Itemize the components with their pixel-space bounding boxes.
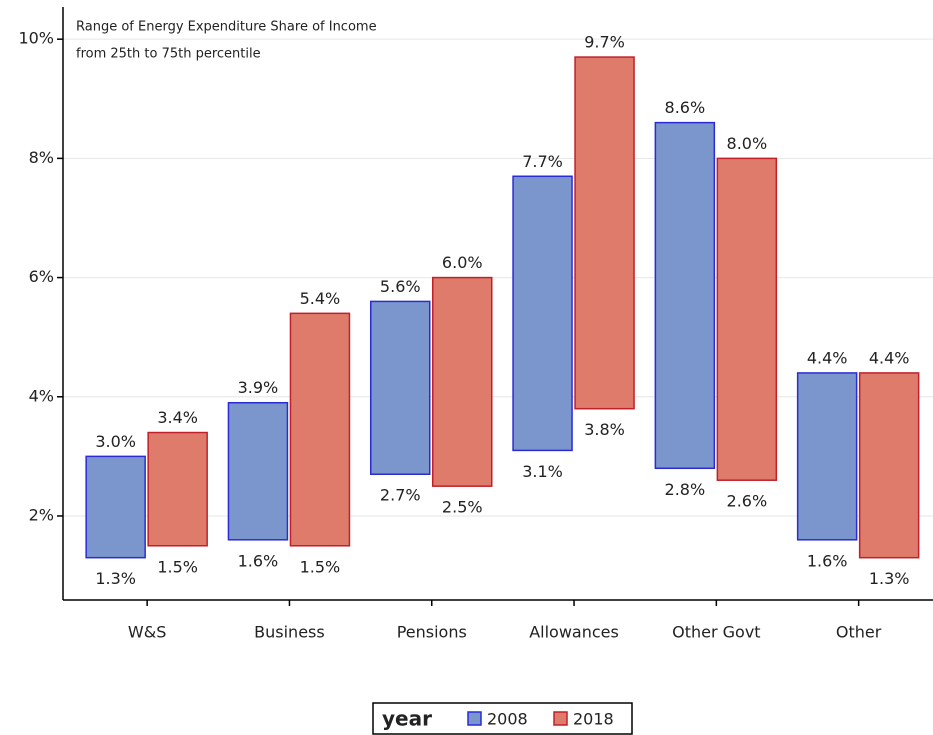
- y-tick-label: 4%: [29, 386, 54, 405]
- high-label: 4.4%: [807, 348, 848, 367]
- x-tick-label: W&S: [128, 623, 166, 642]
- range-bar: [716, 157, 778, 481]
- high-label: 5.4%: [300, 289, 341, 308]
- legend-label: 2008: [487, 710, 528, 729]
- legend-label: 2018: [573, 710, 614, 729]
- range-bar: [512, 175, 573, 452]
- grid: [63, 38, 933, 517]
- low-label: 2.6%: [727, 492, 768, 511]
- range-bar: [289, 312, 351, 547]
- low-label: 2.7%: [380, 486, 421, 505]
- legend-swatch: [553, 711, 568, 726]
- y-tick-label: 2%: [29, 505, 54, 524]
- high-label: 6.0%: [442, 253, 483, 272]
- low-label: 1.6%: [238, 551, 279, 570]
- low-label: 3.8%: [584, 420, 625, 439]
- x-tick-label: Business: [254, 623, 325, 642]
- low-label: 1.5%: [157, 557, 198, 576]
- x-tick-label: Pensions: [397, 623, 467, 642]
- high-label: 8.6%: [665, 98, 706, 117]
- annotation: Range of Energy Expenditure Share of Inc…: [76, 20, 377, 35]
- range-bar: [85, 455, 146, 559]
- high-label: 5.6%: [380, 277, 421, 296]
- low-label: 1.6%: [807, 551, 848, 570]
- low-label: 3.1%: [522, 462, 563, 481]
- range-bar: [796, 372, 858, 541]
- x-tick-label: Allowances: [529, 623, 619, 642]
- high-label: 7.7%: [522, 152, 563, 171]
- range-bar: [574, 56, 635, 410]
- legend-title: year: [382, 707, 432, 731]
- range-bar: [432, 276, 493, 487]
- y-tick-label: 8%: [29, 148, 54, 167]
- y-tick-label: 10%: [18, 29, 54, 48]
- range-bar: [370, 300, 431, 475]
- high-label: 4.4%: [869, 348, 910, 367]
- high-label: 3.4%: [157, 408, 198, 427]
- legend-swatch: [467, 711, 482, 726]
- low-label: 2.8%: [665, 480, 706, 499]
- range-bar: [147, 431, 208, 547]
- legend-box: [372, 702, 633, 735]
- high-label: 8.0%: [727, 134, 768, 153]
- range-bar: [858, 372, 920, 559]
- annotation: from 25th to 75th percentile: [76, 47, 261, 62]
- range-bar: [227, 401, 289, 541]
- high-label: 3.0%: [95, 432, 136, 451]
- x-tick-label: Other Govt: [672, 623, 760, 642]
- low-label: 1.5%: [300, 557, 341, 576]
- low-label: 2.5%: [442, 498, 483, 517]
- high-label: 3.9%: [238, 378, 279, 397]
- high-label: 9.7%: [584, 33, 625, 52]
- x-tick-label: Other: [836, 623, 882, 642]
- low-label: 1.3%: [869, 569, 910, 588]
- y-tick-label: 6%: [29, 267, 54, 286]
- low-label: 1.3%: [95, 569, 136, 588]
- range-bar: [654, 121, 716, 470]
